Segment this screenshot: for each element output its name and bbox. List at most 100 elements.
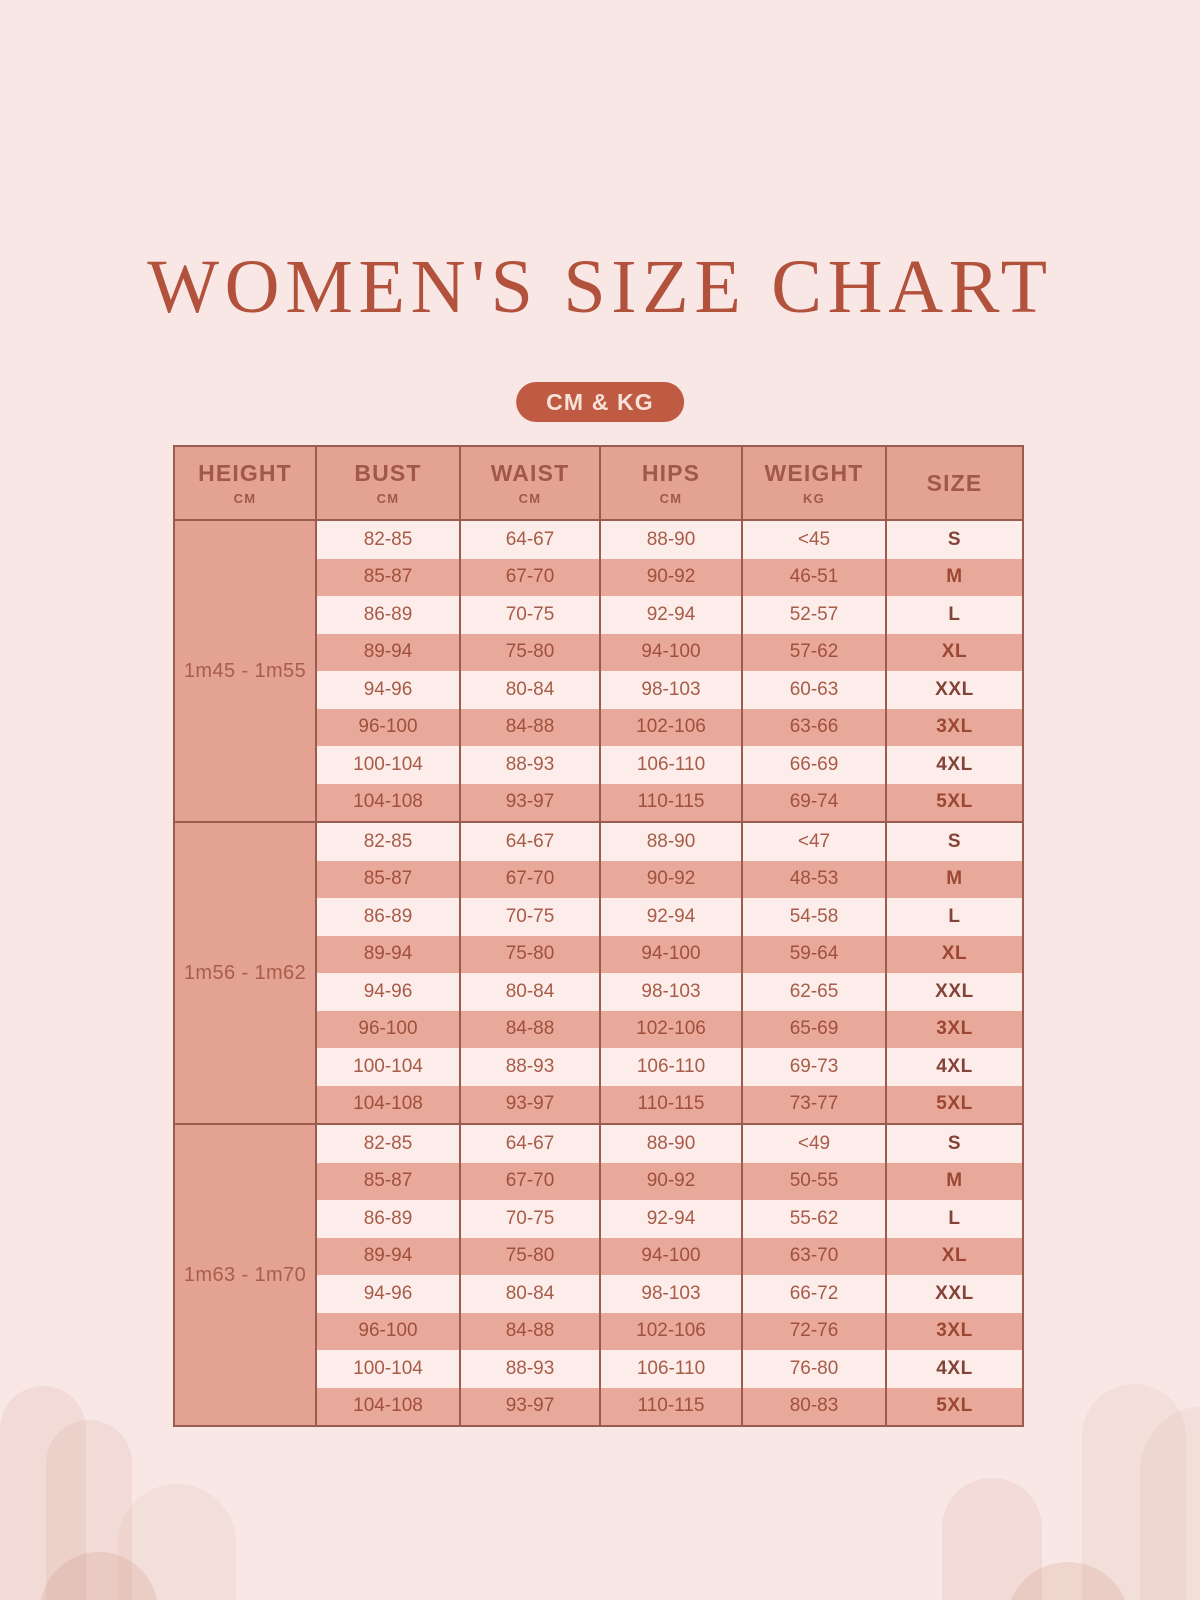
table-header: HEIGHT CM BUST CM WAIST CM HIPS CM WEIGHT KG SIZE: [173, 446, 1024, 521]
cell-size: 5XL: [885, 1085, 1024, 1124]
cell-weight: 62-65: [741, 973, 887, 1011]
cell-hips: 106-110: [599, 746, 743, 784]
cell-waist: 75-80: [459, 633, 601, 671]
cell-hips: 88-90: [599, 1123, 743, 1163]
cell-weight: <47: [741, 821, 887, 861]
cell-waist: 64-67: [459, 519, 601, 559]
column-header-weight: WEIGHT KG: [741, 446, 887, 521]
header-label: HEIGHT: [198, 460, 292, 486]
cell-weight: 76-80: [741, 1350, 887, 1388]
cell-waist: 75-80: [459, 935, 601, 973]
cell-size: 5XL: [885, 783, 1024, 822]
cell-waist: 84-88: [459, 1312, 601, 1350]
table-row: 89-94 75-80 94-100 57-62 XL: [174, 633, 1024, 671]
cell-hips: 110-115: [599, 1085, 743, 1124]
cell-size: L: [885, 596, 1024, 634]
cell-hips: 102-106: [599, 1010, 743, 1048]
cell-waist: 88-93: [459, 746, 601, 784]
cell-hips: 110-115: [599, 1387, 743, 1426]
column-header-height: HEIGHT CM: [173, 446, 317, 521]
header-label: SIZE: [926, 469, 983, 496]
cell-waist: 75-80: [459, 1237, 601, 1275]
cell-waist: 70-75: [459, 1200, 601, 1238]
header-unit: CM: [233, 491, 257, 506]
cell-size: XL: [885, 935, 1024, 973]
cell-size: XXL: [885, 973, 1024, 1011]
cell-bust: 82-85: [315, 1123, 461, 1163]
cell-bust: 85-87: [315, 860, 461, 898]
cell-bust: 104-108: [315, 783, 461, 822]
table-row: 1m45 - 1m55 82-85 64-67 88-90 <45 S: [173, 519, 1024, 822]
cell-hips: 94-100: [599, 1237, 743, 1275]
cell-size: 5XL: [885, 1387, 1024, 1426]
header-unit: CM: [518, 491, 542, 506]
cell-hips: 90-92: [599, 558, 743, 596]
cell-hips: 110-115: [599, 783, 743, 822]
cell-bust: 86-89: [315, 1200, 461, 1238]
cell-bust: 96-100: [315, 1010, 461, 1048]
cell-weight: 50-55: [741, 1162, 887, 1200]
cell-weight: 52-57: [741, 596, 887, 634]
cell-weight: 72-76: [741, 1312, 887, 1350]
cell-weight: 65-69: [741, 1010, 887, 1048]
cell-bust: 96-100: [315, 1312, 461, 1350]
cell-size: 3XL: [885, 1312, 1024, 1350]
cell-bust: 89-94: [315, 1237, 461, 1275]
cell-size: 3XL: [885, 708, 1024, 746]
header-label: HIPS: [641, 460, 701, 486]
cell-weight: 55-62: [741, 1200, 887, 1238]
height-range-cell: 1m63 - 1m70: [173, 1123, 317, 1426]
column-header-waist: WAIST CM: [459, 446, 601, 521]
cell-bust: 94-96: [315, 973, 461, 1011]
table-row: 1m63 - 1m70 82-85 64-67 88-90 <49 S: [173, 1123, 1024, 1426]
cell-bust: 85-87: [315, 558, 461, 596]
cell-hips: 106-110: [599, 1048, 743, 1086]
cell-size: M: [885, 860, 1024, 898]
cell-weight: 46-51: [741, 558, 887, 596]
header-row: HEIGHT CM BUST CM WAIST CM HIPS CM WEIGHT KG SIZE: [173, 446, 1024, 521]
table-row: 94-96 80-84 98-103 66-72 XXL: [174, 1275, 1024, 1313]
cell-size: S: [885, 1123, 1024, 1163]
cell-weight: <45: [741, 519, 887, 559]
table-row: 85-87 67-70 90-92 50-55 M: [174, 1162, 1024, 1200]
column-header-hips: HIPS CM: [599, 446, 743, 521]
cell-hips: 106-110: [599, 1350, 743, 1388]
cell-weight: 69-74: [741, 783, 887, 822]
cell-bust: 100-104: [315, 746, 461, 784]
cell-weight: 54-58: [741, 898, 887, 936]
cell-hips: 92-94: [599, 1200, 743, 1238]
cell-size: M: [885, 558, 1024, 596]
table-row: 85-87 67-70 90-92 46-51 M: [174, 558, 1024, 596]
cell-waist: 70-75: [459, 898, 601, 936]
page-title: WOMEN'S SIZE CHART: [147, 245, 1053, 329]
cell-waist: 93-97: [459, 1387, 601, 1426]
table-row: 104-108 93-97 110-115 73-77 5XL: [174, 1085, 1024, 1124]
size-table: HEIGHT CM BUST CM WAIST CM HIPS CM WEIGHT KG SIZE …: [173, 445, 1024, 1427]
cell-weight: 57-62: [741, 633, 887, 671]
table-row: 1m56 - 1m62 82-85 64-67 88-90 <47 S: [173, 821, 1024, 1124]
table-row: 104-108 93-97 110-115 80-83 5XL: [174, 1387, 1024, 1426]
cell-size: 4XL: [885, 1350, 1024, 1388]
column-header-size: SIZE: [885, 446, 1024, 521]
header-unit: CM: [376, 491, 400, 506]
decorative-arch: [1082, 1384, 1186, 1600]
cell-weight: 48-53: [741, 860, 887, 898]
cell-weight: <49: [741, 1123, 887, 1163]
cell-bust: 86-89: [315, 596, 461, 634]
decorative-arch: [942, 1478, 1042, 1600]
cell-hips: 94-100: [599, 633, 743, 671]
cell-bust: 100-104: [315, 1048, 461, 1086]
cell-bust: 82-85: [315, 519, 461, 559]
column-header-bust: BUST CM: [315, 446, 461, 521]
table-row: 100-104 88-93 106-110 69-73 4XL: [174, 1048, 1024, 1086]
cell-weight: 73-77: [741, 1085, 887, 1124]
table-row: 100-104 88-93 106-110 76-80 4XL: [174, 1350, 1024, 1388]
cell-waist: 84-88: [459, 708, 601, 746]
cell-hips: 88-90: [599, 519, 743, 559]
cell-hips: 90-92: [599, 1162, 743, 1200]
cell-size: 4XL: [885, 1048, 1024, 1086]
cell-size: XL: [885, 1237, 1024, 1275]
cell-size: L: [885, 1200, 1024, 1238]
table-row: 96-100 84-88 102-106 72-76 3XL: [174, 1312, 1024, 1350]
cell-size: S: [885, 821, 1024, 861]
